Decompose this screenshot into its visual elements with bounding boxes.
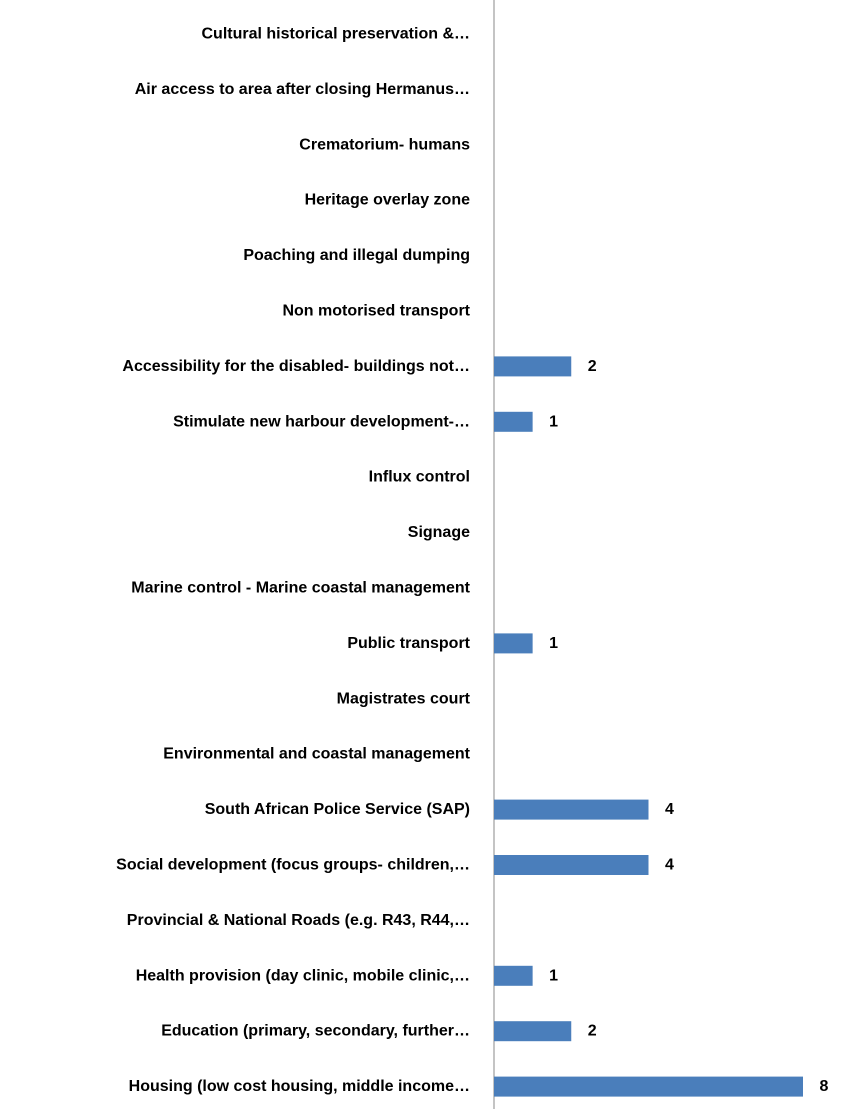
bar [494, 965, 533, 986]
bar [494, 633, 533, 654]
data-label: 1 [549, 413, 558, 430]
category-label: South African Police Service (SAP) [205, 801, 470, 818]
category-label: Provincial & National Roads (e.g. R43, R… [127, 912, 470, 929]
category-label: Marine control - Marine coastal manageme… [131, 580, 470, 597]
data-label: 4 [665, 801, 674, 818]
bar [494, 799, 649, 820]
bar [494, 1021, 572, 1042]
category-label: Crematorium- humans [299, 136, 470, 153]
bar [494, 411, 533, 432]
bar [494, 356, 572, 377]
data-label: 1 [549, 635, 558, 652]
category-label: Non motorised transport [282, 303, 470, 320]
category-label: Accessibility for the disabled- building… [122, 358, 470, 375]
category-label: Heritage overlay zone [305, 192, 471, 209]
category-label: Stimulate new harbour development-… [173, 413, 470, 430]
data-label: 4 [665, 857, 674, 874]
category-label: Air access to area after closing Hermanu… [135, 81, 470, 98]
category-label: Public transport [347, 635, 470, 652]
category-label: Magistrates court [337, 690, 471, 707]
category-label: Influx control [369, 469, 470, 486]
bars [494, 356, 803, 1097]
category-label: Cultural historical preservation &… [201, 26, 470, 43]
bar [494, 855, 649, 875]
category-label: Health provision (day clinic, mobile cli… [136, 967, 470, 984]
category-labels: Cultural historical preservation &… Air a… [116, 26, 471, 1096]
data-label: 2 [588, 1023, 597, 1040]
data-label: 2 [588, 358, 597, 375]
category-label: Education (primary, secondary, further… [161, 1023, 470, 1040]
category-label: Signage [408, 524, 470, 541]
category-label: Housing (low cost housing, middle income… [129, 1078, 470, 1095]
category-label: Social development (focus groups- childr… [116, 857, 470, 874]
bar [494, 1076, 803, 1097]
data-label: 8 [820, 1078, 829, 1095]
data-labels: 2 1 1 4 4 1 2 8 [549, 358, 828, 1095]
category-label: Environmental and coastal management [163, 746, 470, 763]
category-label: Poaching and illegal dumping [243, 247, 470, 264]
data-label: 1 [549, 967, 558, 984]
